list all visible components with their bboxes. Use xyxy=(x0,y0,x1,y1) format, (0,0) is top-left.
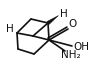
Text: H: H xyxy=(60,9,67,19)
Text: O: O xyxy=(68,19,77,28)
Text: NH₂: NH₂ xyxy=(61,50,80,60)
Polygon shape xyxy=(47,15,58,24)
Text: OH: OH xyxy=(73,42,89,51)
Text: H: H xyxy=(6,24,13,34)
